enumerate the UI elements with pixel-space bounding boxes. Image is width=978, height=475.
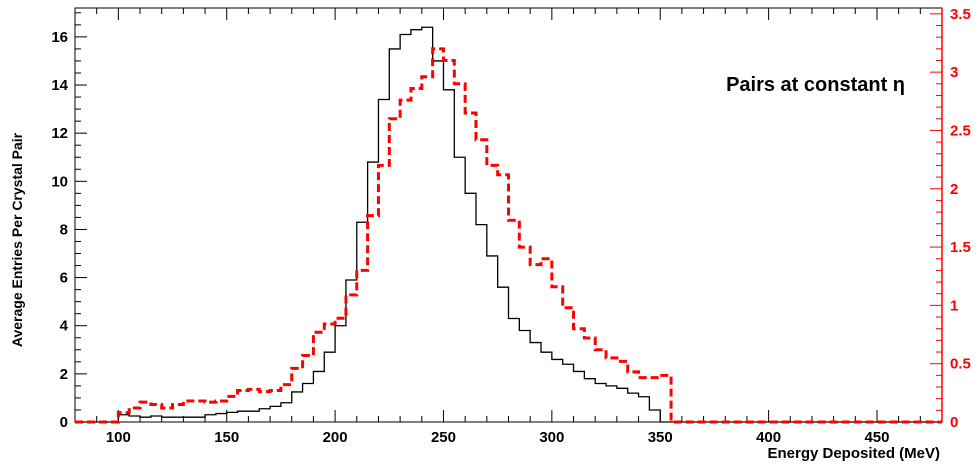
y-right-tick-label: 0.5 [950, 356, 971, 373]
x-tick-label: 100 [106, 429, 131, 446]
y-left-tick-label: 16 [51, 29, 68, 46]
y-left-tick-label: 14 [51, 77, 68, 94]
y-left-tick-label: 2 [60, 366, 68, 383]
ticks-layer: 100 150 200 250 300 350 400 450024681012141600.… [51, 6, 971, 446]
y-left-tick-label: 12 [51, 125, 68, 142]
x-tick-label: 250 [431, 429, 456, 446]
x-tick-label: 350 [648, 429, 673, 446]
x-axis-title: Energy Deposited (MeV) [767, 445, 940, 462]
series-layer [75, 26, 942, 424]
y-right-tick-label: 0 [950, 414, 958, 431]
x-tick-label: 400 [756, 429, 781, 446]
y-left-tick-label: 8 [60, 221, 68, 238]
y-left-tick-label: 6 [60, 270, 68, 287]
y-left-tick-label: 4 [60, 318, 69, 335]
x-tick-label: 300 [539, 429, 564, 446]
y-right-tick-label: 1.5 [950, 239, 971, 256]
x-tick-label: 200 [323, 429, 348, 446]
x-tick-label: 150 [214, 429, 239, 446]
y-right-tick-label: 1 [950, 297, 958, 314]
y-right-tick-label: 2.5 [950, 122, 971, 139]
y-right-tick-label: 2 [950, 181, 958, 198]
x-tick-label: 450 [864, 429, 889, 446]
y-right-tick-label: 3 [950, 64, 958, 81]
y-left-tick-label: 0 [60, 414, 68, 431]
y-left-tick-label: 10 [51, 173, 68, 190]
y-right-tick-label: 3.5 [950, 6, 971, 23]
annotation-label: Pairs at constant η [726, 74, 905, 96]
histogram-red-dashed [75, 47, 942, 424]
y-axis-title-left: Average Entries Per Crystal Pair [9, 132, 25, 347]
